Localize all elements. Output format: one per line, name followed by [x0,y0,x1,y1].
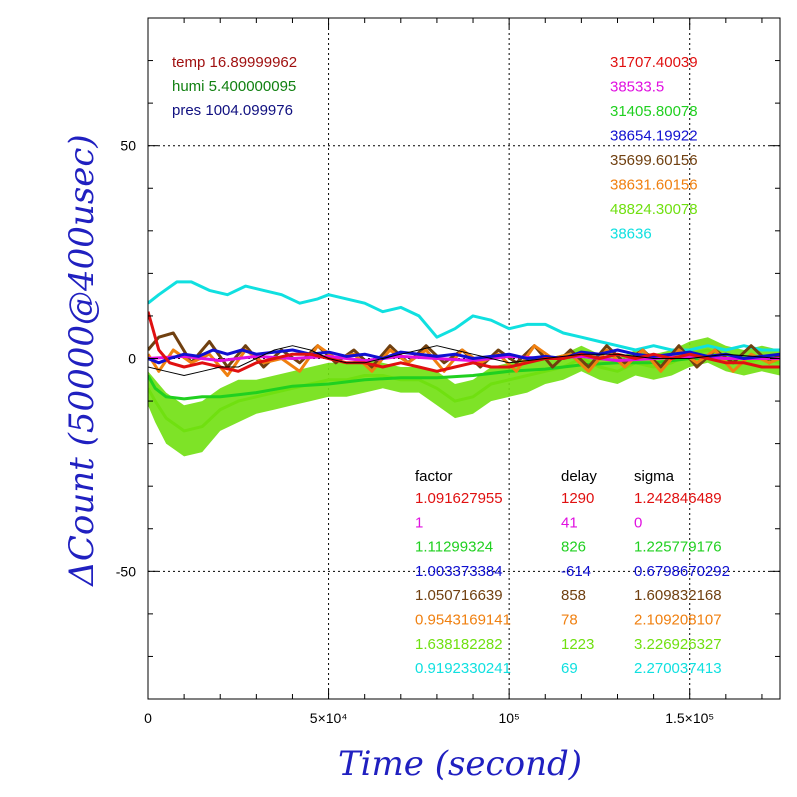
series-2-line [148,280,780,352]
table-cell-delay-1: 41 [561,514,578,531]
table-cell-delay-4: 858 [561,587,586,604]
table-cell-sigma-5: 2.109208107 [634,612,722,629]
y-axis-title: ΔCount (50000@400usec) [62,134,102,587]
series-8-line [148,345,780,376]
table-cell-sigma-6: 3.226926327 [634,636,722,653]
table-cell-factor-6: 1.638182282 [415,636,503,653]
table-cell-factor-4: 1.050716639 [415,587,503,604]
table-cell-factor-5: 0.9543169141 [415,612,511,629]
x-tick-label-3: 1.5×10⁵ [665,710,714,726]
table-cell-factor-1: 1 [415,514,423,531]
series-0-line [148,348,780,433]
table-cell-sigma-2: 1.225779176 [634,539,722,556]
mean-value-1: 38533.5 [610,79,664,96]
x-tick-label-0: 0 [144,710,152,726]
x-axis-title: Time (second) [338,744,582,784]
ticks [148,18,780,699]
series-1-line [148,354,780,401]
env-reading-2: pres 1004.099976 [172,102,293,119]
mean-value-3: 38654.19922 [610,128,698,145]
series-0-band [148,337,780,457]
table-cell-delay-5: 78 [561,612,578,629]
x-tick-label-2: 10⁵ [498,710,519,726]
y-tick-label-2: 50 [120,138,136,154]
y-tick-label-1: 0 [128,351,136,367]
table-header-delay: delay [561,468,597,485]
table-cell-delay-6: 1223 [561,636,594,653]
mean-value-6: 48824.30078 [610,201,698,218]
table-cell-factor-2: 1.11299324 [415,539,493,556]
table-header-sigma: sigma [634,468,675,485]
table-cell-delay-0: 1290 [561,490,594,507]
table-cell-delay-3: -614 [561,563,591,580]
table-cell-sigma-0: 1.242846489 [634,490,722,507]
table-cell-factor-0: 1.091627955 [415,490,503,507]
series-6-line [148,348,780,365]
mean-value-2: 31405.80078 [610,103,698,120]
table-cell-sigma-7: 2.270037413 [634,660,722,677]
table-cell-sigma-1: 0 [634,514,642,531]
table-cell-delay-2: 826 [561,539,586,556]
mean-value-4: 35699.60156 [610,152,698,169]
series-7-line [148,311,780,373]
mean-value-7: 38636 [610,226,652,243]
table-cell-factor-3: 1.003373384 [415,563,503,580]
table-header-factor: factor [415,468,453,485]
env-reading-0: temp 16.89999962 [172,54,297,71]
mean-value-5: 38631.60156 [610,177,698,194]
annotations: temp 16.89999962 humi 5.400000095 pres 100… [172,54,730,677]
env-reading-1: humi 5.400000095 [172,78,296,95]
table-cell-sigma-3: 0.6798670292 [634,563,730,580]
mean-value-0: 31707.40039 [610,54,698,71]
table-cell-delay-7: 69 [561,660,578,677]
series-layer [148,280,780,457]
x-tick-label-1: 5×10⁴ [310,710,348,726]
y-tick-label-0: -50 [116,563,136,579]
table-cell-sigma-4: 1.609832168 [634,587,722,604]
tick-labels: 0 5×10⁴ 10⁵ 1.5×10⁵ -50 0 50 [116,138,714,726]
table-cell-factor-7: 0.9192330241 [415,660,511,677]
